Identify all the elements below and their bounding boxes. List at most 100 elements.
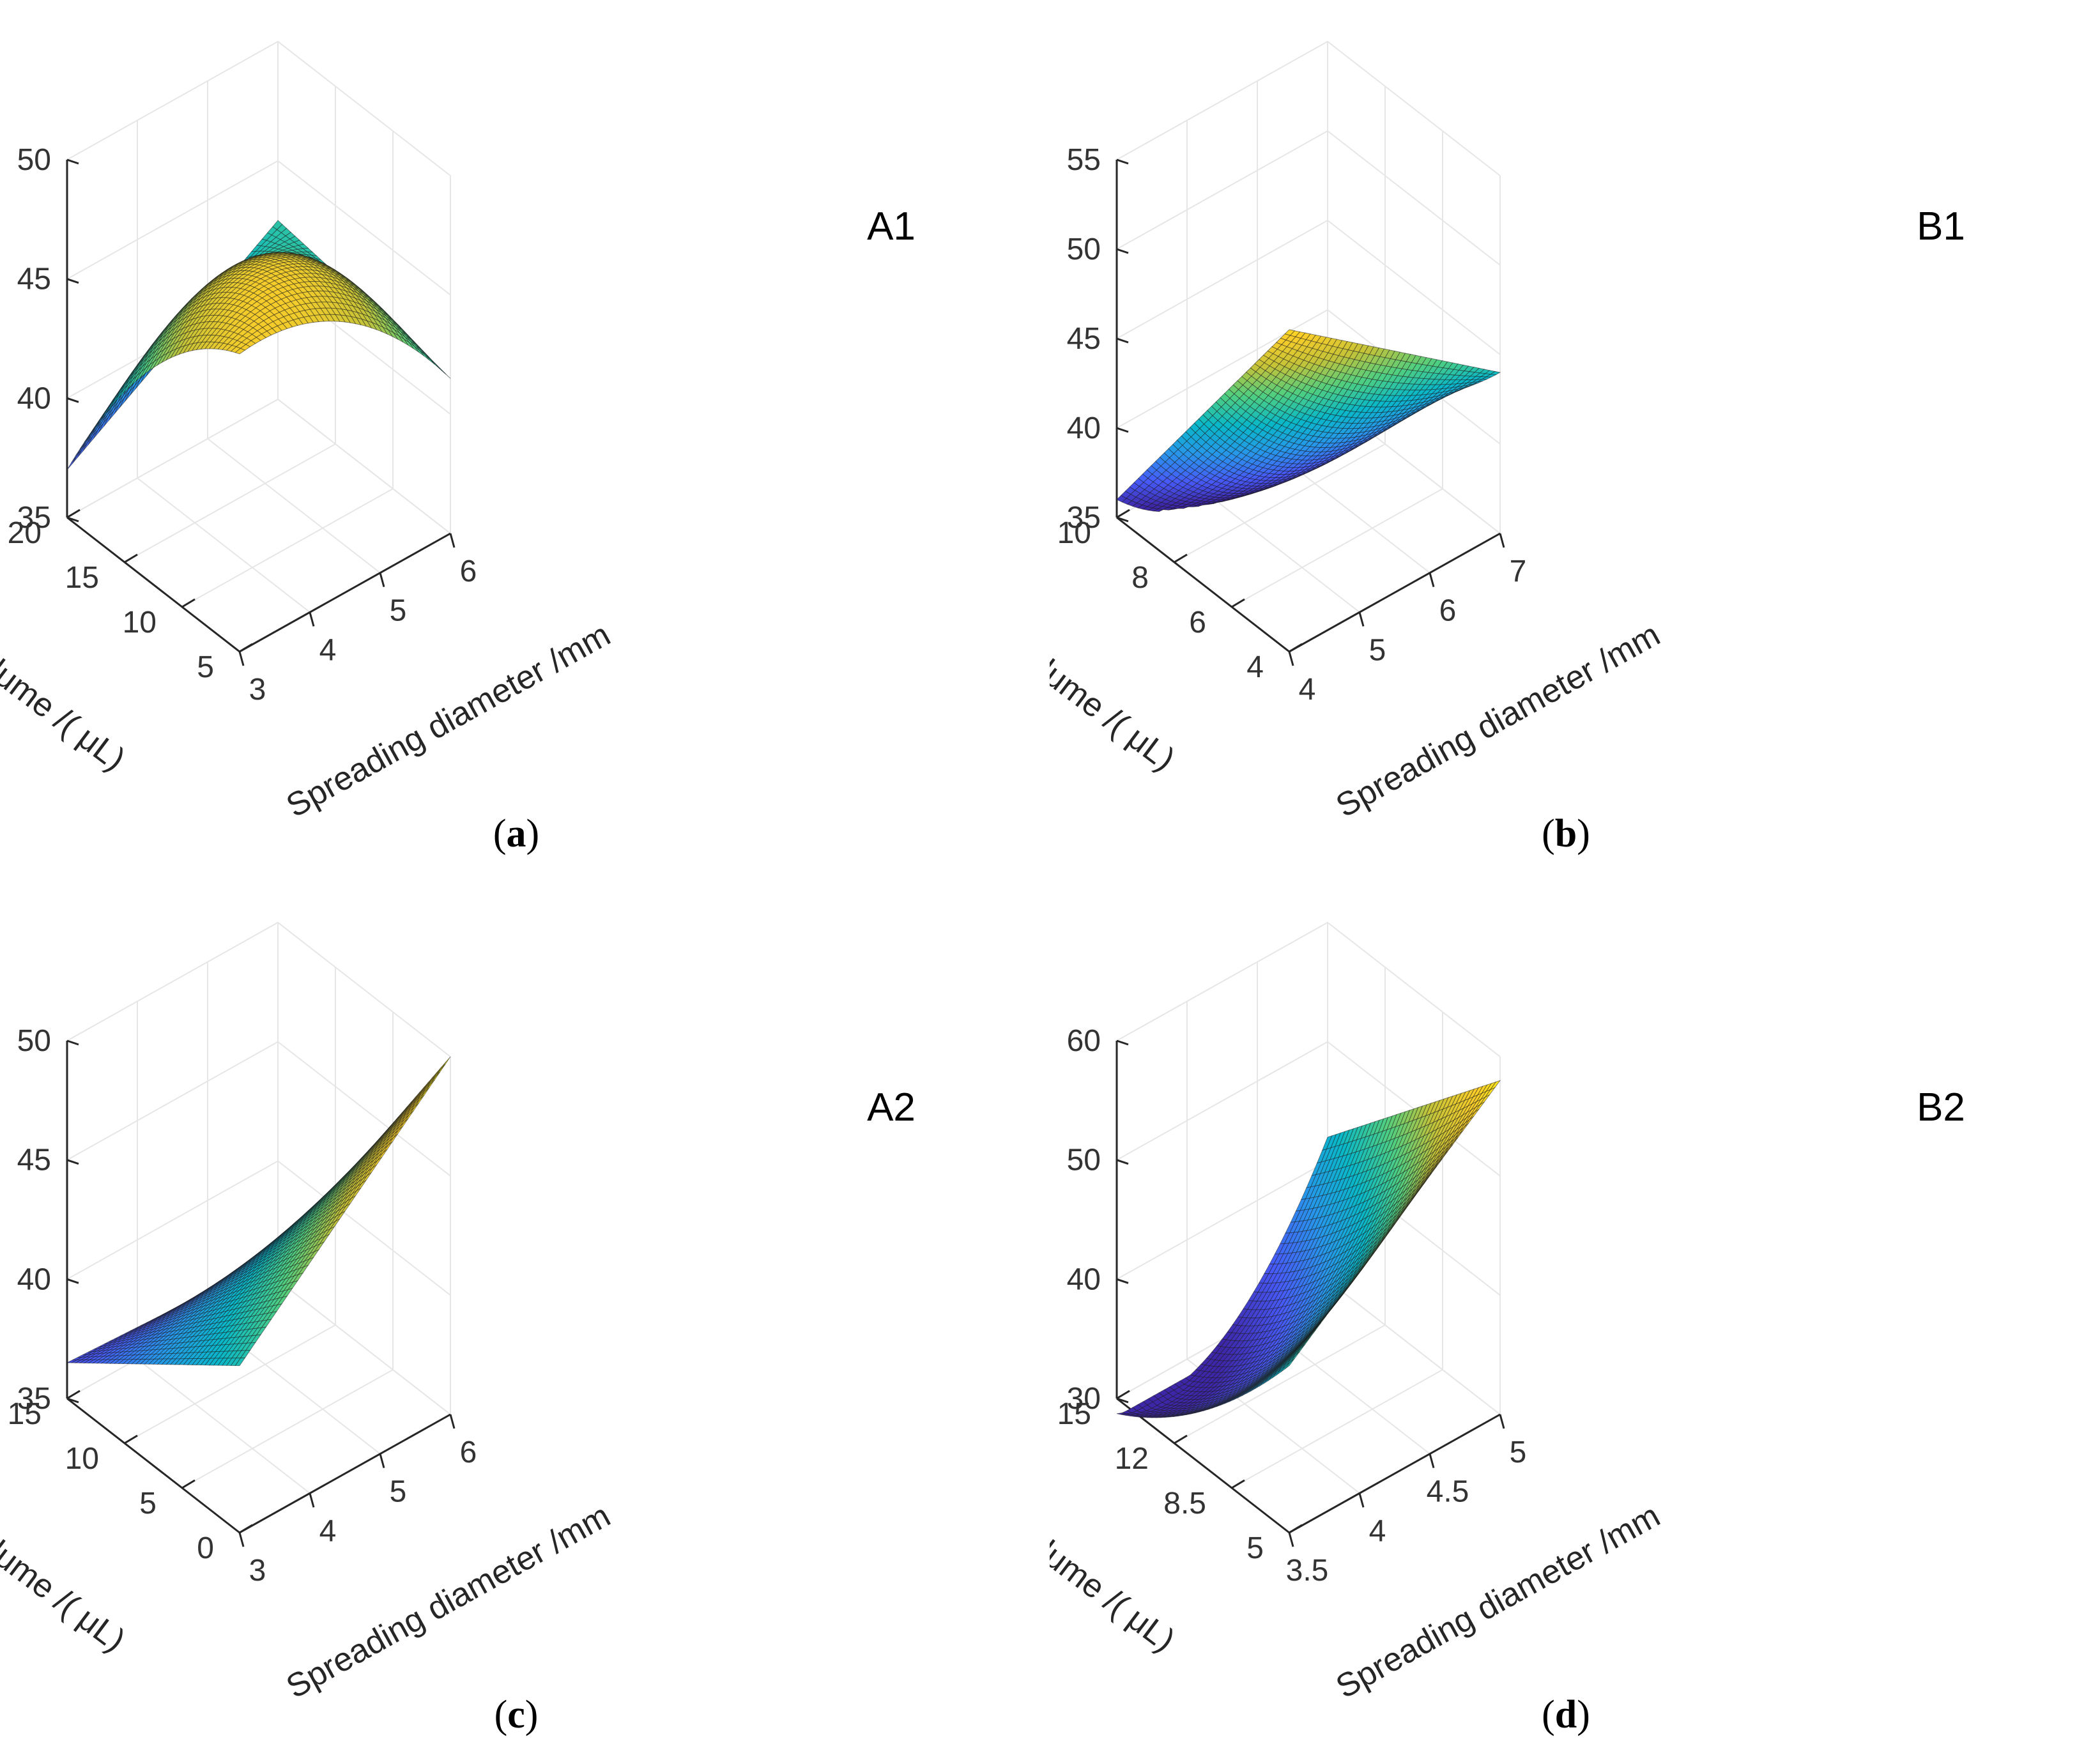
- x-tick-label: 3: [249, 1554, 266, 1588]
- panel-c: 3 4 5 6 0 5 10 15 35 40 45 50 Spreading diameter /mm…: [0, 881, 1050, 1762]
- wall-grid-line: [66, 40, 451, 176]
- x-axis-line: [1289, 1413, 1501, 1534]
- x-tick-mark: [1358, 611, 1365, 627]
- y-tick-label: 5: [197, 650, 214, 684]
- y-tick-label: 6: [1189, 606, 1206, 640]
- y-axis-line: [66, 1397, 240, 1534]
- x-tick-label: 4: [1299, 673, 1316, 707]
- z-tick-label: 35: [17, 1382, 51, 1416]
- z-tick-label: 50: [1067, 233, 1101, 266]
- floor-grid-line: [1231, 488, 1443, 608]
- y-tick-mark: [239, 643, 253, 653]
- surface-mesh: [66, 1056, 451, 1367]
- x-tick-label: 3.5: [1286, 1554, 1329, 1588]
- x-tick-mark: [309, 1492, 315, 1508]
- x-tick-mark: [449, 1414, 456, 1429]
- caption-a: (a): [493, 812, 540, 855]
- y-tick-label: 5: [139, 1487, 157, 1521]
- z-tick-label: 35: [1067, 501, 1101, 535]
- x-tick-label: 5: [390, 594, 407, 628]
- z-tick-label: 40: [17, 1262, 51, 1296]
- y-tick-mark: [1116, 509, 1130, 519]
- z-tick-mark: [66, 278, 79, 284]
- panel-d: 3.5 4 4.5 5 5 8.5 12 15 30 40 50 60 Spreading diamet…: [1050, 881, 2099, 1762]
- y-tick-label: 4: [1246, 650, 1264, 684]
- x-tick-mark: [1499, 533, 1505, 548]
- caption-b: (b): [1542, 812, 1590, 855]
- wall-grid-line: [1116, 219, 1501, 355]
- y-tick-mark: [66, 509, 80, 519]
- wall-grid-line: [66, 398, 451, 534]
- x-tick-mark: [1429, 572, 1435, 588]
- wall-grid-line: [66, 1160, 451, 1296]
- y-axis-line: [1116, 516, 1290, 653]
- floor-grid-line: [137, 477, 310, 613]
- z-tick-mark: [66, 1159, 79, 1165]
- x-tick-mark: [1288, 1532, 1294, 1547]
- z-tick-mark: [1116, 248, 1129, 254]
- x-tick-label: 5: [1369, 633, 1386, 667]
- surface-mesh: [66, 220, 451, 470]
- x-tick-label: 4: [319, 633, 337, 667]
- floor-grid-line: [181, 488, 394, 608]
- y-tick-mark: [181, 1479, 195, 1489]
- z-tick-mark: [1116, 516, 1129, 523]
- z-tick-mark: [66, 1397, 79, 1404]
- z-tick-mark: [66, 1278, 79, 1284]
- x-tick-label: 6: [460, 555, 477, 588]
- floor-grid-line: [207, 438, 381, 574]
- floor-grid-line: [124, 443, 336, 563]
- y-tick-mark: [1289, 643, 1303, 653]
- z-tick-mark: [66, 158, 79, 165]
- z-tick-label: 35: [17, 501, 51, 535]
- surface-cell: [234, 1358, 246, 1367]
- y-axis-line: [1116, 1397, 1290, 1534]
- floor-grid-line: [1174, 1324, 1386, 1444]
- x-tick-mark: [379, 572, 385, 588]
- x-tick-label: 5: [390, 1475, 407, 1509]
- y-axis-label: Volume /( μL): [0, 629, 132, 778]
- z-tick-mark: [1116, 337, 1129, 344]
- x-axis-line: [1289, 532, 1501, 653]
- z-tick-mark: [66, 397, 79, 403]
- wall-grid-line: [1116, 130, 1501, 266]
- x-tick-label: 7: [1510, 555, 1527, 588]
- floor-grid-line: [1174, 443, 1386, 563]
- y-axis-label: Volume /( μL): [0, 1510, 132, 1659]
- x-axis-line: [239, 532, 451, 653]
- z-tick-label: 40: [1067, 411, 1101, 445]
- surface-mesh: [1116, 329, 1501, 512]
- y-tick-label: 10: [123, 606, 157, 640]
- x-tick-mark: [238, 651, 245, 666]
- panel-label: A1: [867, 204, 916, 249]
- x-tick-label: 6: [1439, 594, 1457, 628]
- wall-grid-line: [1116, 921, 1501, 1057]
- y-tick-mark: [124, 553, 138, 563]
- y-tick-label: 15: [65, 561, 99, 595]
- panel-a: 3 4 5 6 5 10 15 20 35 40 45 50 Spreading diameter /m…: [0, 0, 1050, 881]
- y-tick-mark: [66, 1390, 80, 1400]
- panel-label: A2: [867, 1085, 916, 1130]
- z-tick-label: 40: [17, 381, 51, 415]
- x-tick-mark: [449, 533, 456, 548]
- panel-b: 4 5 6 7 4 6 8 10 35 40 45 50 55 Spreading diameter /m…: [1050, 0, 2099, 881]
- surface-cell: [1284, 329, 1296, 336]
- z-tick-mark: [1116, 158, 1129, 165]
- z-tick-label: 55: [1067, 143, 1101, 177]
- y-tick-mark: [124, 1434, 138, 1444]
- wall-grid-line: [1116, 40, 1501, 176]
- surface-cell: [234, 348, 246, 355]
- x-tick-mark: [1358, 1492, 1365, 1508]
- y-tick-mark: [239, 1524, 253, 1534]
- z-tick-label: 45: [17, 263, 51, 296]
- panel-label: B1: [1917, 204, 1965, 249]
- y-tick-mark: [1231, 598, 1245, 608]
- z-tick-label: 50: [17, 143, 51, 177]
- wall-grid-line: [66, 160, 451, 296]
- z-tick-mark: [1116, 427, 1129, 433]
